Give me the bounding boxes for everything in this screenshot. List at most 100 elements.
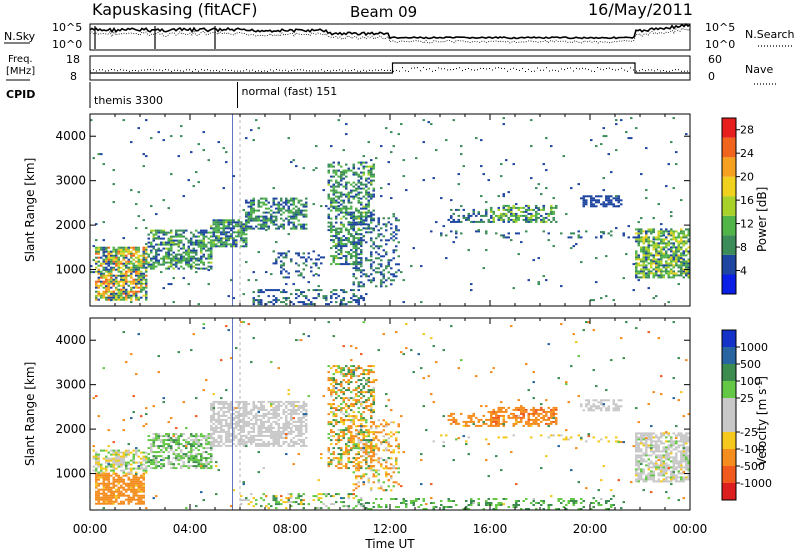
power-cell	[187, 255, 190, 258]
power-cell	[660, 238, 663, 241]
power-cell	[370, 279, 373, 282]
power-cell	[267, 211, 270, 214]
nave-point	[366, 70, 367, 72]
power-cell	[125, 272, 128, 275]
power-cell	[675, 256, 678, 259]
power-cell	[377, 217, 380, 220]
power-cell	[330, 175, 333, 178]
velocity-cell	[247, 420, 250, 423]
nave-point	[441, 68, 442, 70]
power-cell	[280, 291, 283, 294]
velocity-cell	[217, 430, 220, 433]
freq-right-tick-bottom: 0	[708, 70, 715, 83]
power-cell	[287, 205, 290, 208]
power-cell	[685, 254, 688, 257]
nave-point	[561, 68, 562, 70]
power-cell	[195, 251, 198, 254]
velocity-cell	[360, 393, 363, 396]
velocity-cell	[265, 420, 268, 423]
power-cell	[395, 229, 398, 232]
power-cell	[515, 216, 518, 219]
power-cell	[347, 167, 350, 170]
velocity-cell	[212, 442, 215, 445]
power-cell	[552, 218, 555, 221]
power-cell	[117, 284, 120, 287]
velocity-cell	[297, 432, 300, 435]
power-cell	[672, 246, 675, 249]
power-cell	[352, 251, 355, 254]
power-cell	[432, 177, 435, 180]
velocity-cell	[132, 449, 135, 452]
velocity-cell	[247, 440, 250, 443]
power-cell	[430, 123, 433, 126]
power-cell	[352, 223, 355, 226]
velocity-cell	[242, 430, 245, 433]
velocity-cell	[332, 391, 335, 394]
power-cell	[637, 258, 640, 261]
velocity-cell	[175, 459, 178, 462]
power-cell	[265, 225, 268, 228]
velocity-cell	[302, 424, 305, 427]
power-cell	[282, 201, 285, 204]
power-panel-frame	[89, 113, 691, 307]
velocity-cell	[332, 447, 335, 450]
velocity-cell	[367, 399, 370, 402]
power-heatmap	[90, 114, 690, 306]
power-cell	[667, 254, 670, 257]
nave-point	[555, 69, 556, 71]
power-cell	[350, 221, 353, 224]
velocity-cell	[295, 426, 298, 429]
velocity-cell	[355, 459, 358, 462]
power-cell	[177, 249, 180, 252]
power-cell	[342, 169, 345, 172]
velocity-cell	[95, 480, 98, 483]
velocity-cell	[262, 424, 265, 427]
velocity-cell	[330, 411, 333, 414]
power-cell	[327, 303, 330, 306]
power-cell	[155, 251, 158, 254]
velocity-cell	[182, 433, 185, 436]
power-cell	[665, 185, 668, 188]
power-cell	[287, 276, 290, 279]
velocity-cell	[135, 488, 138, 491]
power-cell	[222, 231, 225, 234]
power-cell	[100, 272, 103, 275]
power-cell	[340, 289, 343, 292]
power-cell	[222, 227, 225, 230]
power-cell	[320, 256, 323, 259]
velocity-cell	[297, 406, 300, 409]
power-cell	[135, 248, 138, 251]
power-cell	[607, 203, 610, 206]
power-cell	[142, 252, 145, 255]
power-cell	[212, 241, 215, 244]
power-cell	[132, 252, 135, 255]
power-cell	[290, 161, 293, 164]
velocity-cell	[192, 459, 195, 462]
power-cell	[107, 284, 110, 287]
power-cell	[140, 270, 143, 273]
power-cell	[100, 246, 103, 249]
power-cell	[522, 214, 525, 217]
power-cell	[210, 253, 213, 256]
power-cell	[582, 197, 585, 200]
power-cell	[347, 197, 350, 200]
power-cell	[687, 272, 690, 275]
power-cell	[377, 257, 380, 260]
velocity-cell	[150, 443, 153, 446]
velocity-cell	[342, 393, 345, 396]
power-cell	[632, 236, 635, 239]
velocity-cell	[180, 433, 183, 436]
velocity-cell	[172, 463, 175, 466]
power-cell	[340, 249, 343, 252]
power-cell	[365, 241, 368, 244]
power-cell	[567, 236, 570, 239]
velocity-cell	[127, 498, 130, 501]
velocity-cell	[300, 404, 303, 407]
power-cell	[655, 246, 658, 249]
velocity-cell	[107, 476, 110, 479]
velocity-cell	[227, 410, 230, 413]
velocity-cell	[160, 467, 163, 470]
velocity-cell	[295, 400, 298, 403]
power-cell	[102, 286, 105, 289]
power-cell	[665, 272, 668, 275]
